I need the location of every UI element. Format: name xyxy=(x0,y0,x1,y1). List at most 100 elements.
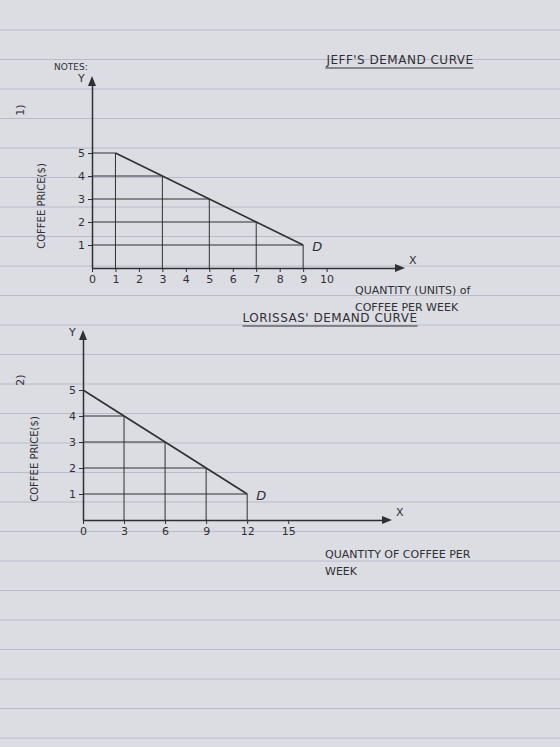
x-tick: 2 xyxy=(136,268,143,286)
guide-line xyxy=(83,494,247,495)
ruled-line xyxy=(0,738,560,739)
y-tick: 4 xyxy=(69,410,83,423)
y-tick: 2 xyxy=(69,462,83,475)
y-tick: 4 xyxy=(78,170,92,183)
y-tick-mark xyxy=(79,468,83,469)
x-axis: 012345678910 xyxy=(89,268,398,286)
ruled-line xyxy=(0,207,560,208)
x-tick-label: 4 xyxy=(183,273,190,286)
demand-line xyxy=(83,390,247,494)
paper xyxy=(0,0,560,747)
ruled-line xyxy=(0,620,560,621)
x-tick: 0 xyxy=(80,520,87,538)
x-tick: 8 xyxy=(277,268,284,286)
drop-line xyxy=(115,153,116,268)
x-tick-label: 7 xyxy=(253,273,260,286)
x-tick-label: 9 xyxy=(203,525,210,538)
x-tick-label: 2 xyxy=(136,273,143,286)
x-tick-mark xyxy=(233,268,234,272)
x-tick-mark xyxy=(209,268,210,272)
y-tick-mark xyxy=(88,153,92,154)
y-axis-symbol: Y xyxy=(77,72,85,85)
y-tick-label: 3 xyxy=(69,436,76,449)
x-tick-label: 8 xyxy=(277,273,284,286)
x-tick: 6 xyxy=(162,520,169,538)
x-tick-mark xyxy=(256,268,257,272)
y-tick: 3 xyxy=(78,193,92,206)
notes-heading: NOTES: xyxy=(54,62,88,72)
ruled-line xyxy=(0,295,560,296)
y-tick-label: 1 xyxy=(78,239,85,252)
ruled-line xyxy=(0,89,560,90)
x-axis-symbol: X xyxy=(396,506,404,519)
y-tick-mark xyxy=(88,245,92,246)
guide-line xyxy=(92,176,162,177)
x-tick: 5 xyxy=(206,268,213,286)
title-underline xyxy=(242,326,417,327)
y-tick-mark xyxy=(79,442,83,443)
x-tick-label: 6 xyxy=(162,525,169,538)
ruled-lines xyxy=(0,30,560,738)
x-tick-mark xyxy=(139,268,140,272)
guide-line xyxy=(92,245,303,246)
x-axis-line xyxy=(84,520,385,522)
y-tick-label: 2 xyxy=(69,462,76,475)
x-tick-label: 15 xyxy=(282,525,296,538)
y-tick: 3 xyxy=(69,436,83,449)
x-tick: 9 xyxy=(300,268,307,286)
drop-line xyxy=(165,442,166,520)
y-tick-label: 4 xyxy=(69,410,76,423)
y-tick-label: 2 xyxy=(78,216,85,229)
x-tick: 1 xyxy=(112,268,119,286)
x-axis-title: QUANTITY (UNITS) ofCOFFEE PER WEEK xyxy=(355,284,471,314)
demand-line xyxy=(115,153,303,245)
y-tick-label: 1 xyxy=(69,488,76,501)
y-tick-mark xyxy=(79,494,83,495)
x-tick-label: 1 xyxy=(112,273,119,286)
x-tick-mark xyxy=(165,520,166,524)
x-tick: 10 xyxy=(320,268,334,286)
x-tick-mark xyxy=(186,268,187,272)
y-tick-mark xyxy=(88,222,92,223)
x-tick-mark xyxy=(115,268,116,272)
x-tick-mark xyxy=(303,268,304,272)
x-tick-label: 0 xyxy=(80,525,87,538)
x-tick: 7 xyxy=(253,268,260,286)
y-tick-label: 4 xyxy=(78,170,85,183)
y-axis: 1 2 3 4 5 xyxy=(69,339,84,521)
x-tick-label: 3 xyxy=(159,273,166,286)
y-tick: 5 xyxy=(78,147,92,160)
x-tick-mark xyxy=(206,520,207,524)
x-axis-symbol: X xyxy=(409,254,417,267)
ruled-line xyxy=(0,590,560,591)
x-tick-label: 9 xyxy=(300,273,307,286)
x-axis-line xyxy=(93,268,398,270)
y-tick-mark xyxy=(88,199,92,200)
ruled-line xyxy=(0,561,560,562)
x-arrow xyxy=(382,516,392,524)
ruled-line xyxy=(0,59,560,60)
x-tick-mark xyxy=(247,520,248,524)
y-tick: 1 xyxy=(69,488,83,501)
x-tick: 4 xyxy=(183,268,190,286)
ruled-line xyxy=(0,708,560,709)
y-axis: 1 2 3 4 5 xyxy=(78,85,93,269)
guide-line xyxy=(92,153,115,154)
x-tick: 15 xyxy=(282,520,296,538)
ruled-line xyxy=(0,30,560,31)
x-tick-mark xyxy=(83,520,84,524)
y-axis-title: COFFEE PRICE($) xyxy=(36,163,47,249)
x-tick-label: 5 xyxy=(206,273,213,286)
x-tick-mark xyxy=(288,520,289,524)
chart: D0369121512345XYLORISSAS' DEMAND CURVECO… xyxy=(14,311,471,578)
plot-marks xyxy=(83,390,247,520)
y-arrow xyxy=(79,330,87,340)
exercise-number: 2) xyxy=(14,374,27,385)
y-axis-symbol: Y xyxy=(68,326,76,339)
y-tick-label: 5 xyxy=(69,384,76,397)
ruled-line xyxy=(0,266,560,267)
x-tick: 6 xyxy=(230,268,237,286)
x-tick-label: 6 xyxy=(230,273,237,286)
guide-line xyxy=(83,442,165,443)
ruled-line xyxy=(0,236,560,237)
